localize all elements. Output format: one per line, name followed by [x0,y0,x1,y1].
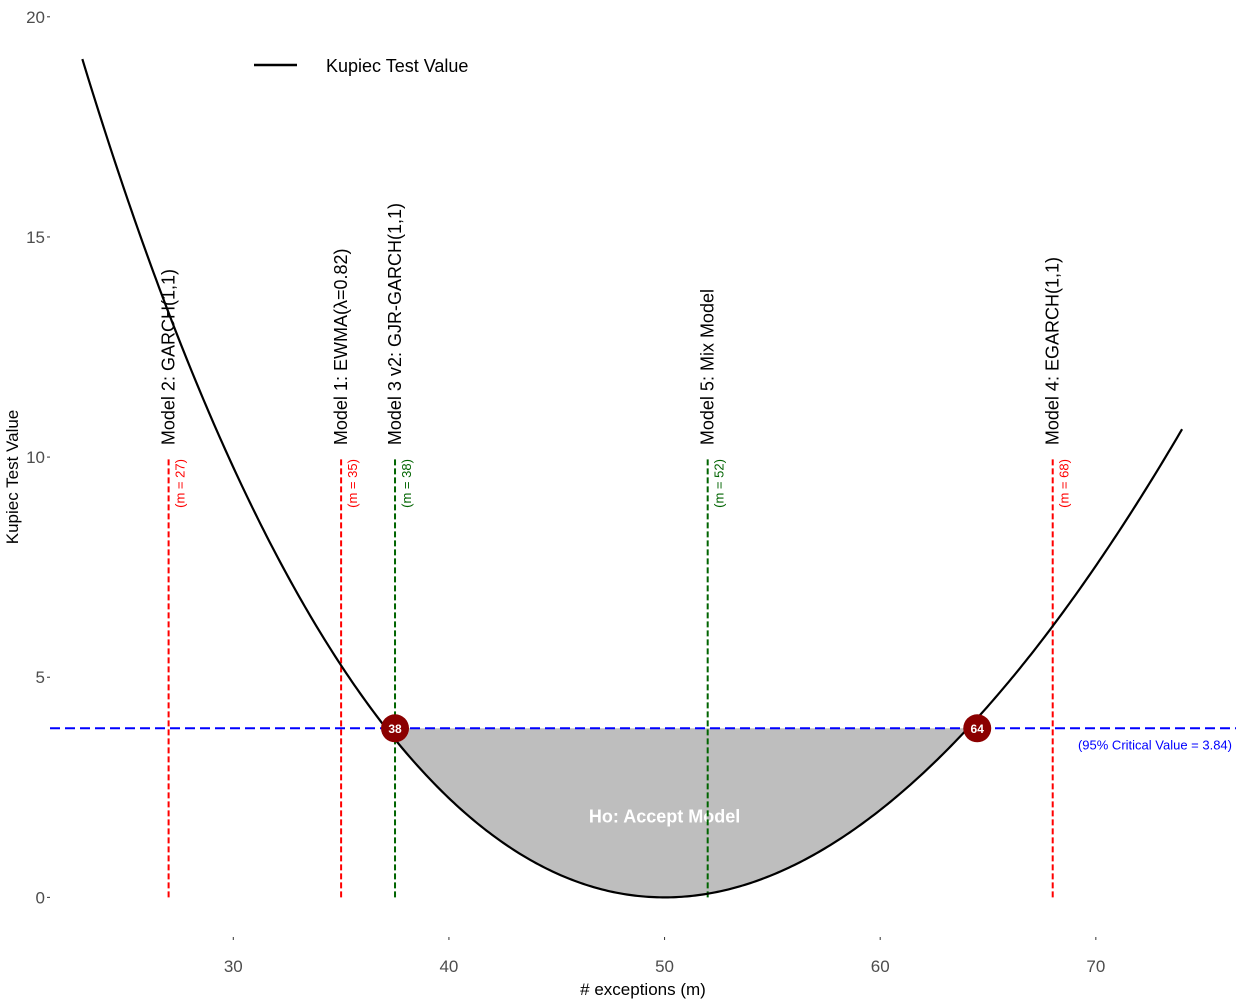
model-name-label: Model 2: GARCH(1,1) [159,269,179,445]
x-tick-label: 30 [224,957,243,976]
y-tick-label: 20 [26,8,45,27]
critical-value-label: (95% Critical Value = 3.84) [1078,737,1232,752]
intersection-point-label: 64 [971,722,985,736]
y-tick-label: 10 [26,448,45,467]
model-m-label: (m = 68) [1057,459,1072,508]
y-tick-label: 15 [26,228,45,247]
model-m-label: (m = 52) [712,459,727,508]
model-m-label: (m = 35) [345,459,360,508]
critical-value-layer: (95% Critical Value = 3.84) [50,727,1236,752]
curve-layer [81,58,1184,899]
model-name-label: Model 5: Mix Model [698,289,718,445]
acceptance-region [395,728,978,898]
x-axis-title: # exceptions (m) [580,980,706,999]
x-tick-label: 50 [655,957,674,976]
model-name-label: Model 1: EWMA(λ=0.82) [331,249,351,446]
model-m-label: (m = 27) [173,459,188,508]
model-name-label: Model 3 v2: GJR-GARCH(1,1) [385,203,405,445]
intersection-point-label: 38 [388,722,402,736]
legend: Kupiec Test Value [254,56,468,76]
x-tick-label: 40 [439,957,458,976]
y-tick-label: 0 [36,888,45,907]
acceptance-region-layer: Ho: Accept Model [395,728,978,898]
legend-label: Kupiec Test Value [326,56,468,76]
model-lines-layer: Model 2: GARCH(1,1) (m = 27) Model 1: EWMA… [159,203,1072,898]
intersection-point [963,714,992,743]
intersection-points-layer: 38 64 [381,714,992,743]
model-name-label: Model 4: EGARCH(1,1) [1043,257,1063,445]
model-m-label: (m = 38) [399,459,414,508]
acceptance-region-label: Ho: Accept Model [589,807,740,827]
x-tick-label: 60 [871,957,890,976]
y-tick-label: 5 [36,668,45,687]
kupiec-curve [81,58,1184,899]
x-tick-label: 70 [1086,957,1105,976]
y-axis-title: Kupiec Test Value [3,410,22,545]
axes-layer: 0 5 10 15 20 30 40 50 60 70 # exceptions (m) Kupiec… [3,8,1105,999]
intersection-point [381,714,410,743]
